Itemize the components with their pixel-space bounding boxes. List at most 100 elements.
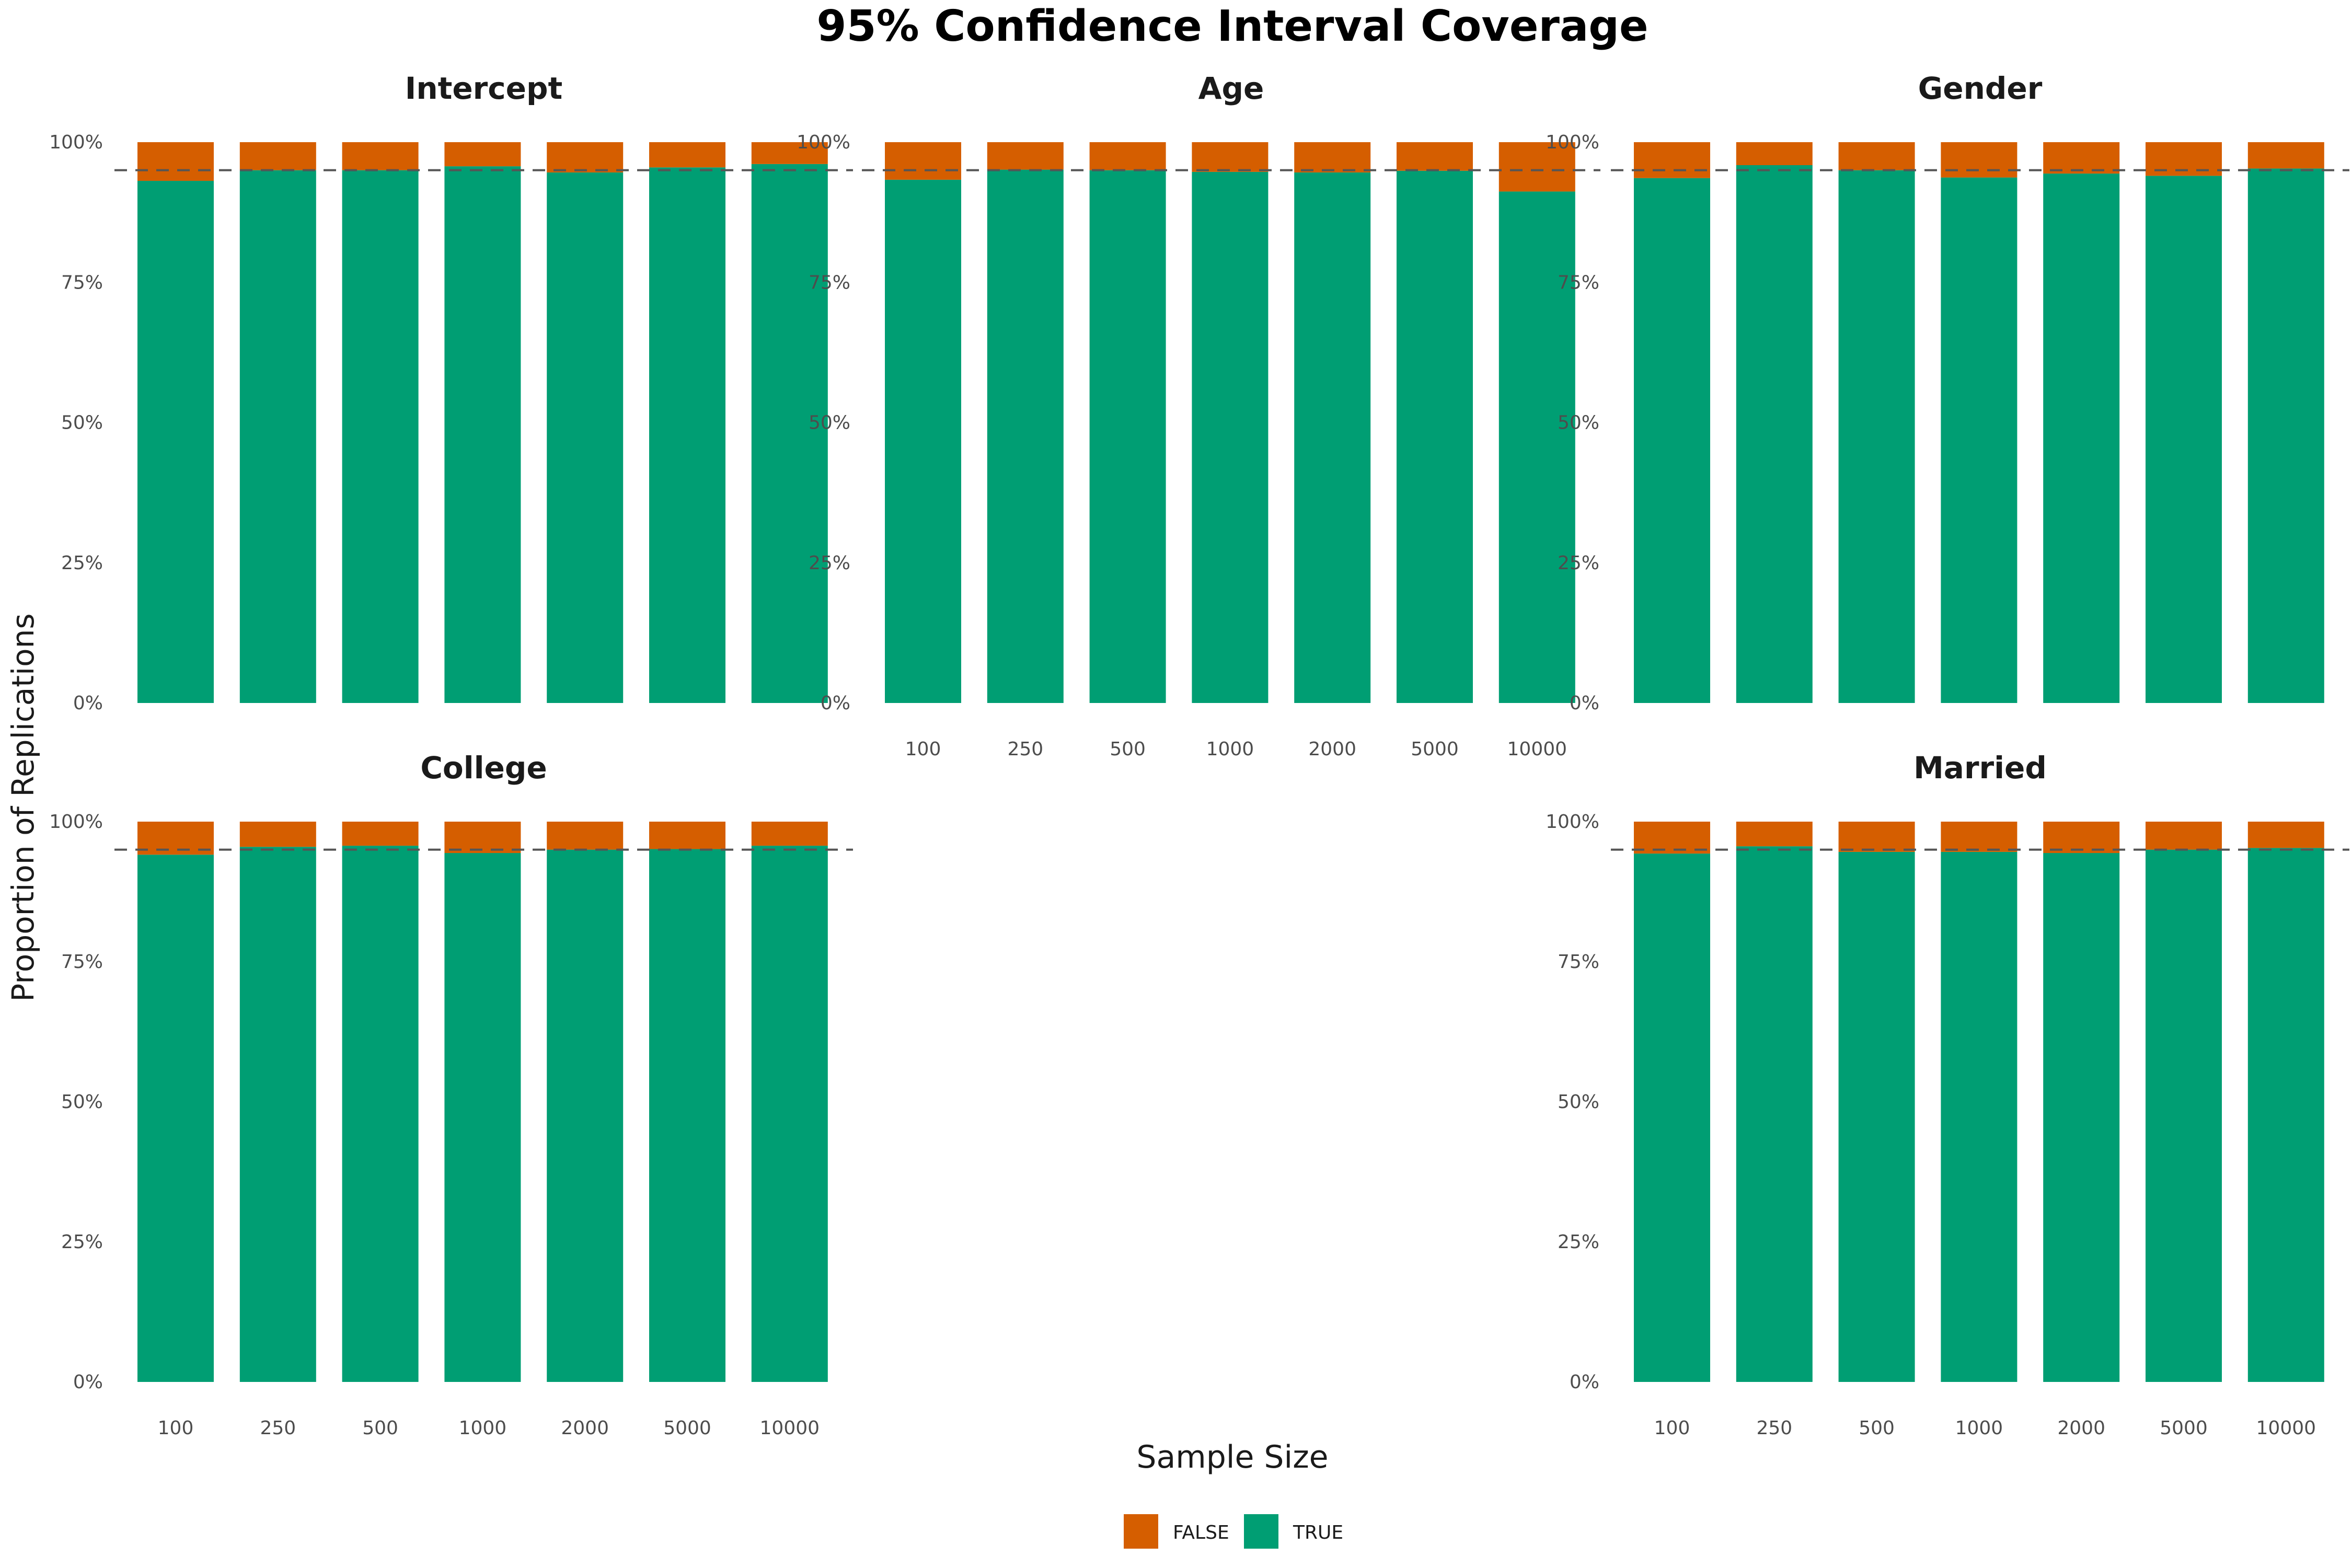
y-tick-label: 0% (1570, 1371, 1599, 1393)
x-tick-label: 1000 (459, 1417, 507, 1439)
y-tick-label: 25% (1558, 552, 1599, 574)
chart-title: 95% Confidence Interval Coverage (816, 2, 1648, 51)
y-axis-title: Proportion of Replications (5, 613, 41, 1001)
x-tick-label: 5000 (2160, 1417, 2208, 1439)
x-tick-label: 5000 (1411, 739, 1459, 760)
legend-label-true: TRUE (1293, 1522, 1343, 1543)
bar-false-gender-10000 (2247, 142, 2324, 169)
bar-false-married-2000 (2043, 822, 2120, 854)
y-tick-label: 25% (809, 552, 850, 574)
bar-true-intercept-500 (342, 170, 419, 703)
bar-false-gender-500 (1838, 142, 1915, 170)
legend-swatch-false (1124, 1514, 1158, 1549)
x-tick-label: 100 (1654, 1417, 1690, 1439)
bar-false-married-500 (1838, 822, 1915, 852)
y-tick-label: 25% (61, 552, 103, 574)
bar-true-age-10000 (1498, 191, 1575, 703)
bar-false-intercept-10000 (751, 142, 828, 164)
bar-true-intercept-250 (239, 170, 316, 703)
panel-intercept: Intercept 0% 25% 50% 75% 100% (49, 71, 853, 714)
bar-false-intercept-250 (239, 142, 316, 170)
bar-false-married-10000 (2247, 822, 2324, 848)
y-tick-label: 75% (1558, 272, 1599, 293)
bar-false-intercept-1000 (444, 142, 521, 167)
x-tick-label: 1000 (1206, 739, 1254, 760)
bar-true-gender-100 (1634, 178, 1710, 703)
y-tick-label: 50% (61, 412, 103, 434)
legend-swatch-true (1244, 1514, 1278, 1549)
strip-title-college: College (420, 750, 547, 786)
bar-true-college-500 (342, 846, 419, 1382)
bar-true-college-250 (239, 847, 316, 1382)
y-tick-label: 50% (1558, 1091, 1599, 1113)
y-tick-label: 0% (821, 693, 850, 714)
strip-title-gender: Gender (1918, 71, 2043, 106)
strip-title-married: Married (1913, 750, 2047, 786)
legend-item-false: FALSE (1124, 1514, 1229, 1549)
x-tick-label: 1000 (1955, 1417, 2003, 1439)
bar-true-college-2000 (547, 849, 624, 1382)
bar-false-college-5000 (649, 822, 725, 849)
y-tick-label: 100% (797, 132, 850, 153)
bar-false-age-2000 (1294, 142, 1371, 172)
x-tick-label: 500 (362, 1417, 398, 1439)
bar-true-married-250 (1736, 846, 1813, 1382)
y-tick-label: 75% (809, 272, 850, 293)
bar-true-college-10000 (751, 846, 828, 1382)
bar-true-married-2000 (2043, 853, 2120, 1382)
x-tick-label: 10000 (1507, 739, 1567, 760)
bar-false-gender-250 (1736, 142, 1813, 165)
x-tick-label: 250 (1756, 1417, 1792, 1439)
bar-false-age-250 (987, 142, 1064, 170)
x-tick-label: 2000 (561, 1417, 609, 1439)
y-tick-label: 75% (61, 272, 103, 293)
y-tick-label: 75% (1558, 951, 1599, 973)
panels-layer: Intercept 0% 25% 50% 75% 100% Age 0% 25% 50% 75% 10… (49, 71, 2349, 1439)
bar-true-age-250 (987, 169, 1064, 703)
bar-false-college-10000 (751, 822, 828, 846)
bar-true-married-1000 (1941, 851, 2017, 1382)
y-tick-label: 50% (1558, 412, 1599, 434)
bar-true-age-2000 (1294, 172, 1371, 703)
bar-false-college-1000 (444, 822, 521, 854)
y-tick-label: 25% (1558, 1231, 1599, 1253)
bar-true-intercept-2000 (547, 172, 624, 703)
y-tick-label: 100% (1546, 811, 1599, 833)
strip-title-intercept: Intercept (405, 71, 563, 106)
bar-true-married-500 (1838, 851, 1915, 1382)
strip-title-age: Age (1198, 71, 1264, 106)
bar-false-intercept-5000 (649, 142, 725, 168)
bar-true-college-100 (137, 855, 214, 1382)
bar-false-intercept-500 (342, 142, 419, 170)
y-tick-label: 25% (61, 1231, 103, 1253)
bar-true-intercept-100 (137, 181, 214, 703)
bar-true-college-5000 (649, 849, 725, 1382)
bar-false-age-100 (885, 142, 961, 180)
bar-true-age-500 (1089, 170, 1166, 703)
bar-true-intercept-10000 (751, 164, 828, 704)
panel-age: Age 0% 25% 50% 75% 100% 100 250 500 1000 2000 5000 1… (797, 71, 1600, 760)
x-tick-label: 250 (1007, 739, 1043, 760)
y-tick-label: 50% (61, 1091, 103, 1113)
bar-false-age-1000 (1192, 142, 1269, 172)
bar-true-married-5000 (2146, 849, 2222, 1382)
bar-true-intercept-5000 (649, 167, 725, 703)
bar-false-gender-100 (1634, 142, 1710, 178)
bar-true-gender-500 (1838, 170, 1915, 703)
bar-true-age-1000 (1192, 171, 1269, 703)
bar-false-intercept-2000 (547, 142, 624, 172)
y-tick-label: 0% (73, 693, 103, 714)
y-tick-label: 0% (1570, 693, 1599, 714)
bar-true-age-100 (885, 179, 961, 703)
y-tick-label: 75% (61, 951, 103, 973)
bar-true-age-5000 (1397, 170, 1473, 703)
bar-false-married-100 (1634, 822, 1710, 854)
x-tick-label: 100 (905, 739, 941, 760)
bar-true-gender-1000 (1941, 177, 2017, 703)
x-tick-label: 10000 (760, 1417, 820, 1439)
bar-true-gender-250 (1736, 165, 1813, 703)
bar-false-married-5000 (2146, 822, 2222, 850)
bar-false-college-250 (239, 822, 316, 847)
x-axis-title: Sample Size (1136, 1439, 1328, 1475)
